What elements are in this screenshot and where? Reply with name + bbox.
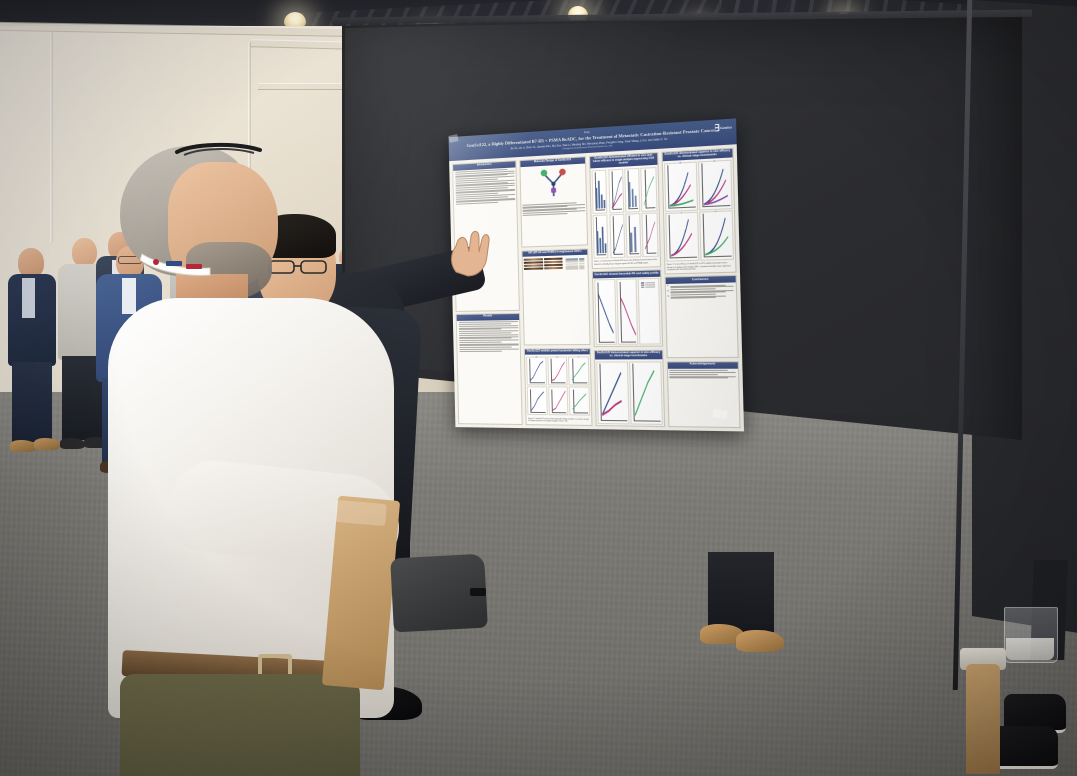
mini-chart — [629, 361, 663, 425]
poster-section-pk-tox: GenSci122 showed favorable PK and safety… — [591, 269, 664, 348]
poster-section-acknowledgements: Acknowledgements — [666, 361, 741, 429]
mini-chart: D — [699, 209, 734, 261]
figure-grid — [590, 165, 660, 260]
mini-chart — [616, 278, 639, 345]
ihc-score-table — [564, 256, 586, 271]
mini-chart — [607, 168, 625, 213]
poster-section-bystander: GenSci122 exhibits potent bystander kill… — [523, 347, 593, 427]
mini-chart — [641, 212, 659, 257]
mini-chart: B — [547, 356, 568, 386]
figure-caption: Figure 2. GenSci122 exerts potent bystan… — [528, 417, 590, 423]
ihc-panel — [543, 257, 564, 271]
figure-caption: Figure 3. In vivo efficacy of GenSci122 … — [666, 262, 731, 272]
sunglasses-on-head-icon — [174, 142, 264, 164]
conclusions-list: 1. 2. 3. — [665, 282, 736, 300]
poster-tape — [712, 409, 728, 419]
lanyard-badge[interactable] — [139, 250, 212, 276]
figure-grid: A B — [662, 158, 735, 263]
section-body — [521, 200, 587, 246]
mini-chart — [608, 213, 626, 258]
mini-bar-chart — [625, 212, 642, 258]
figure-caption: Figure 1. Construction of GenSci122 and … — [594, 259, 658, 266]
ihc-stain-panels — [523, 255, 588, 274]
poster-column-2: Molecule Design of GenSci122 — [519, 156, 593, 427]
tan-tote-bag-flap — [335, 499, 387, 527]
mini-chart — [547, 386, 569, 416]
mini-chart — [527, 386, 548, 416]
mini-chart: C — [568, 356, 590, 386]
figure-grid — [593, 277, 662, 347]
dna-capsule-logo-icon — [714, 123, 720, 132]
mini-chart — [596, 361, 630, 425]
section-header: GenSci122 demonstrated superior in vivo … — [594, 350, 663, 360]
conclusion-item: 1. — [667, 284, 735, 290]
poster-section-molecule-design: Molecule Design of GenSci122 — [519, 156, 589, 248]
poster-column-4: GenSci122 demonstrated superior in vivo … — [661, 147, 741, 429]
mini-chart: A — [663, 161, 698, 212]
mini-chart — [640, 166, 658, 212]
mini-chart — [594, 279, 617, 345]
background-attendee — [0, 248, 62, 463]
ihc-panel — [523, 257, 543, 272]
mini-legend — [638, 278, 661, 345]
poster-section-superior-benchmarks: GenSci122 demonstrated superior in vivo … — [661, 147, 737, 275]
mini-chart: A — [526, 356, 547, 386]
poster-section-ihc-staining: IHC (B7-H3 and PSMA) in engineered CDX's — [521, 248, 591, 346]
board-support-wrap — [966, 664, 1000, 774]
wall-seam — [50, 32, 53, 242]
mini-bar-chart — [624, 167, 641, 213]
poster-column-3: GenSci122 demonstrated efficient in vivo… — [588, 151, 666, 428]
mini-chart — [569, 386, 591, 416]
figure-grid: A B C — [525, 355, 592, 417]
conclusion-item: 3. — [668, 295, 735, 299]
poster-section-conclusions: Conclusions 1. 2. 3. — [664, 275, 739, 359]
mini-chart: C — [665, 211, 700, 262]
sponsor-logo-text: GenSci — [720, 124, 732, 130]
section-body — [668, 368, 740, 427]
wall-seam — [248, 42, 251, 242]
pointing-hand-icon — [446, 228, 492, 284]
attendee-white-trousers — [120, 674, 360, 776]
scientific-poster[interactable]: P44 GenSci122, a Highly Differentiated B… — [448, 118, 745, 432]
poster-section-efficacy-lower: GenSci122 demonstrated superior in vivo … — [593, 349, 666, 428]
figure-grid — [595, 360, 664, 426]
standing-person-legs — [700, 552, 790, 670]
trash-contents — [1006, 638, 1054, 660]
poster-section-invivo-single: GenSci122 demonstrated efficient in vivo… — [588, 151, 662, 269]
mini-bar-chart — [591, 169, 608, 214]
conclusion-item: 2. — [667, 289, 735, 295]
wall-panel-line — [258, 84, 368, 89]
antibody-drug-conjugate-diagram-icon — [520, 163, 586, 203]
backpack-handle — [470, 588, 486, 596]
sponsor-logo: GenSci — [714, 123, 732, 132]
ceiling-lamp-icon — [284, 12, 306, 29]
mini-chart: B — [697, 159, 733, 211]
poster-body: Introduction Results — [449, 144, 744, 431]
mini-bar-chart — [592, 214, 609, 259]
